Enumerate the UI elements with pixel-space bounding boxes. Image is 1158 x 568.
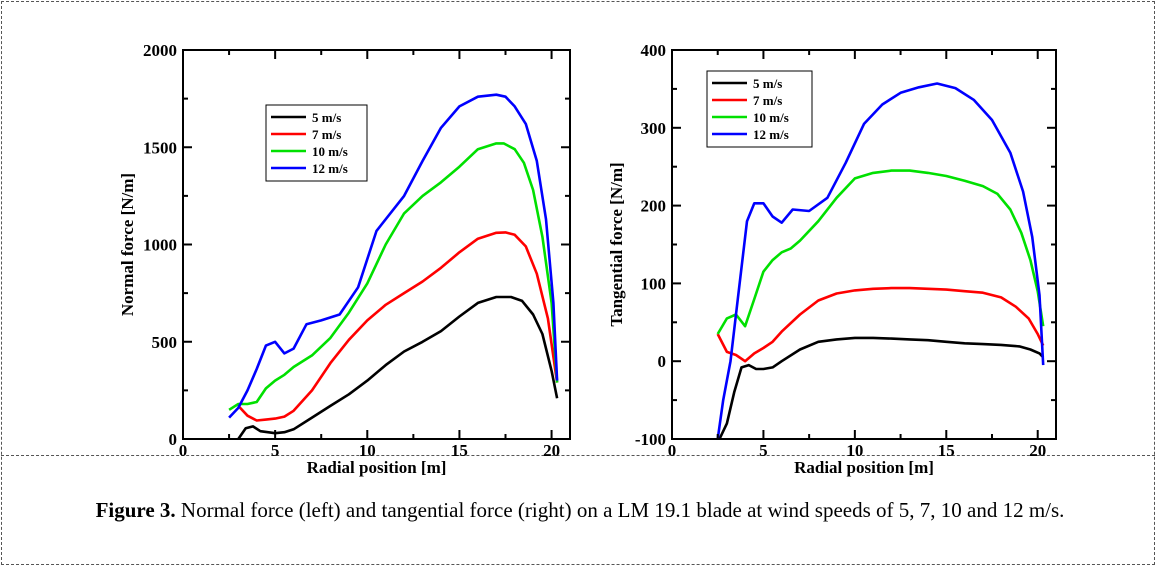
series-line-10-m-s-chart1	[716, 169, 1045, 335]
series-line-5-m-s-chart1	[718, 336, 1045, 439]
figure-caption-label: Figure 3.	[95, 498, 176, 522]
legend-entry: 5 m/s	[753, 76, 782, 91]
x-tick-label: 0	[668, 441, 677, 460]
x-tick-label: 20	[1029, 441, 1046, 460]
x-tick-label: 15	[451, 441, 468, 460]
y-tick-label: 1500	[143, 138, 177, 157]
normal-force-chart: 0 5 10 15 20 0 500 1000 1500 2000 Radial position …	[118, 41, 571, 477]
legend-entry: 7 m/s	[753, 93, 782, 108]
x-tick-label: 15	[938, 441, 955, 460]
series-line-10-m-s-chart0	[228, 142, 559, 411]
legend-entry: 12 m/s	[312, 161, 348, 176]
y-tick-label: 400	[641, 41, 667, 60]
legend-entry: 7 m/s	[312, 127, 341, 142]
y-axis-label: Tangential force [N/m]	[607, 162, 626, 326]
figure-caption: Figure 3. Normal force (left) and tangen…	[40, 496, 1120, 524]
x-axis-label: Radial position [m]	[307, 458, 447, 477]
y-tick-label: 2000	[143, 41, 177, 60]
x-tick-label: 10	[846, 441, 863, 460]
plot-frame	[182, 49, 571, 440]
legend-entry: 12 m/s	[753, 127, 789, 142]
y-tick-label: 200	[641, 197, 667, 216]
y-tick-label: 0	[169, 430, 178, 449]
y-tick-label: 1000	[143, 236, 177, 255]
legend-entry: 10 m/s	[753, 110, 789, 125]
y-tick-label: 100	[641, 274, 667, 293]
series-line-12-m-s-chart0	[228, 93, 559, 419]
figure-caption-text: Normal force (left) and tangential force…	[175, 498, 1065, 522]
legend-entry: 10 m/s	[312, 144, 348, 159]
x-tick-label: 10	[359, 441, 376, 460]
x-tick-label: 20	[543, 441, 560, 460]
y-tick-label: 500	[152, 333, 178, 352]
x-tick-label: 5	[271, 441, 280, 460]
y-tick-label: -100	[635, 430, 666, 449]
series-line-7-m-s-chart1	[716, 286, 1045, 363]
x-tick-label: 0	[179, 441, 188, 460]
legend-entry: 5 m/s	[312, 110, 341, 125]
caption-divider	[1, 455, 1155, 456]
x-tick-label: 5	[759, 441, 768, 460]
y-tick-label: 300	[641, 119, 667, 138]
series-line-12-m-s-chart1	[716, 82, 1045, 439]
series-line-5-m-s-chart0	[237, 295, 559, 439]
series-line-7-m-s-chart0	[237, 231, 559, 422]
y-tick-label: 0	[658, 352, 667, 371]
y-axis-label: Normal force [N/m]	[118, 173, 137, 316]
x-axis-label: Radial position [m]	[794, 458, 934, 477]
